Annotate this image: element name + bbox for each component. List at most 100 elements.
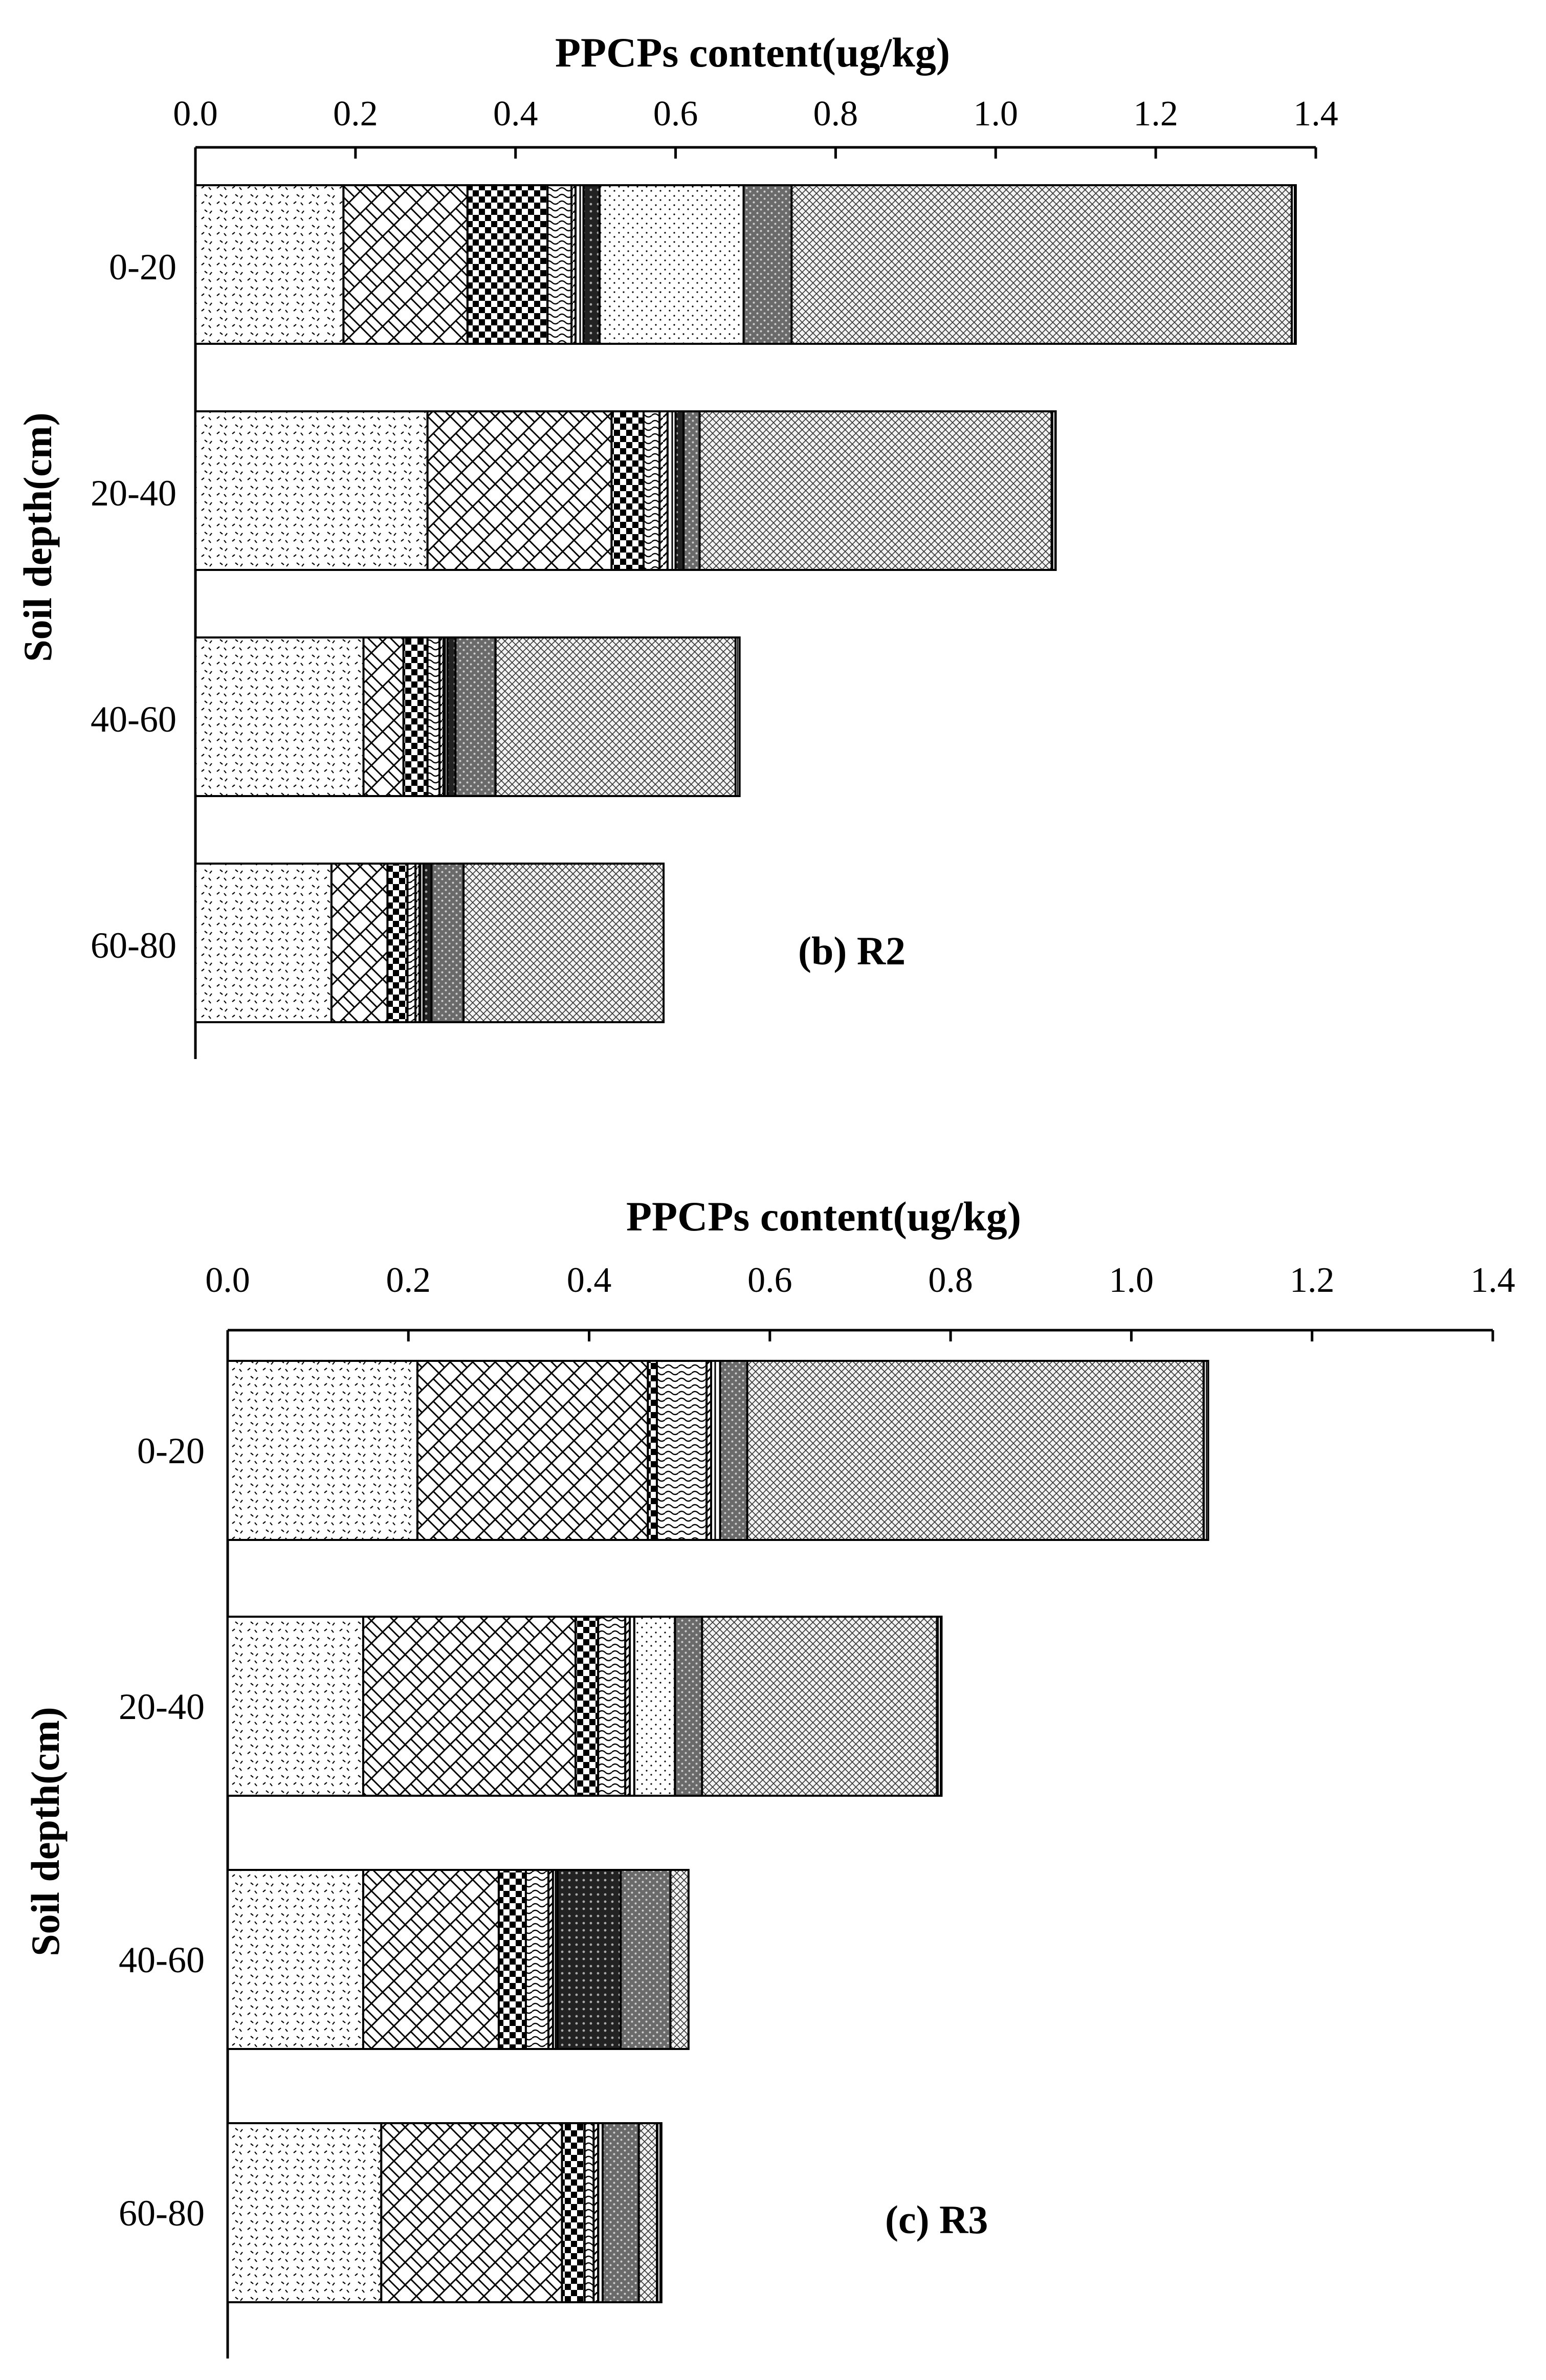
bar-segment [582, 184, 601, 345]
bar-segment [936, 1616, 943, 1797]
bar-segment [494, 636, 737, 797]
panel-label: (b) R2 [798, 929, 905, 973]
x-tick-label: 1.0 [974, 94, 1019, 134]
category-label: 40-60 [91, 699, 176, 740]
bar-segment [402, 636, 429, 797]
bar-segment [656, 1360, 708, 1541]
bar-segment [666, 410, 677, 571]
category-label: 0-20 [109, 247, 176, 288]
bar-0-20 [194, 184, 1297, 345]
bar-segment [227, 2122, 383, 2303]
bar-segment [497, 1869, 527, 2050]
bar-segment [637, 2122, 658, 2303]
bar-segment [561, 2122, 586, 2303]
bar-series [227, 1360, 1209, 2303]
bar-segment [227, 1869, 364, 2050]
bar-segment [620, 1869, 672, 2050]
bar-segment [416, 1360, 649, 1541]
bar-segment [194, 410, 429, 571]
x-tick-label: 1.0 [1109, 1261, 1154, 1300]
bar-segment [426, 410, 613, 571]
chart-panel-r2: PPCPs content(ug/kg) 0.0 0.2 0.4 0.6 0.8… [15, 29, 1338, 1059]
bar-segment [362, 1869, 500, 2050]
bar-20-40 [194, 410, 1057, 571]
x-tick-label: 0.2 [386, 1261, 431, 1300]
bar-segment [669, 1869, 690, 2050]
bar-segment [227, 1360, 418, 1541]
bar-segment [583, 2122, 595, 2303]
x-tick-label: 1.2 [1133, 94, 1178, 134]
bar-segment [1050, 410, 1057, 571]
bar-segment [658, 410, 669, 571]
bar-segment [524, 1869, 550, 2050]
bar-segment [598, 184, 745, 345]
bar-segment [362, 636, 405, 797]
bar-segment [227, 1616, 364, 1797]
bar-segment [701, 1616, 938, 1797]
bar-segment [698, 410, 1053, 571]
bar-segment [556, 1869, 622, 2050]
category-label: 20-40 [91, 473, 176, 514]
chart-panel-r3: PPCPs content(ug/kg) 0.0 0.2 0.4 0.6 0.8… [23, 1193, 1515, 2359]
x-tick-label: 1.4 [1293, 94, 1338, 134]
bar-segment [674, 1616, 703, 1797]
x-tick-label: 0.2 [333, 94, 378, 134]
category-labels: 0-20 20-40 40-60 60-80 [91, 247, 176, 966]
x-tick-labels: 0.0 0.2 0.4 0.6 0.8 1.0 1.2 1.4 [173, 94, 1338, 134]
bar-segment [633, 1616, 676, 1797]
category-label: 40-60 [119, 1940, 205, 1980]
x-tick-label: 1.2 [1290, 1261, 1335, 1300]
bar-segment [643, 410, 661, 571]
chart-title: PPCPs content(ug/kg) [555, 29, 950, 76]
bar-40-60 [194, 636, 741, 797]
category-label: 60-80 [119, 2193, 205, 2234]
panel-label: (c) R3 [885, 2197, 988, 2242]
x-tick-label: 1.4 [1470, 1261, 1515, 1300]
bar-segment [194, 863, 333, 1023]
bar-segment [734, 636, 741, 797]
category-label: 0-20 [137, 1430, 205, 1471]
x-tick-label: 0.6 [747, 1261, 792, 1300]
bar-segment [597, 1616, 627, 1797]
bar-60-80 [227, 2122, 662, 2303]
x-axis [194, 146, 1317, 159]
category-label: 60-80 [91, 925, 176, 966]
bar-segment [790, 184, 1293, 345]
x-axis [226, 1329, 1494, 1341]
bar-segment [430, 863, 465, 1023]
bar-segment [386, 863, 409, 1023]
bar-segment [710, 1360, 721, 1541]
x-tick-label: 0.0 [173, 94, 218, 134]
bar-segment [656, 2122, 662, 2303]
bar-segment [362, 1616, 577, 1797]
bar-segment [546, 184, 573, 345]
x-tick-label: 0.0 [205, 1261, 250, 1300]
bar-series [194, 184, 1297, 1023]
bar-segment [446, 636, 457, 797]
bar-segment [194, 184, 345, 345]
category-labels: 0-20 20-40 40-60 60-80 [119, 1430, 205, 2234]
y-axis-label: Soil depth(cm) [23, 1707, 68, 1956]
x-tick-label: 0.4 [493, 94, 538, 134]
bar-segment [647, 1360, 658, 1541]
x-tick-label: 0.4 [567, 1261, 612, 1300]
bar-segment [1291, 184, 1297, 345]
bar-segment [674, 410, 685, 571]
x-tick-label: 0.8 [813, 94, 858, 134]
bar-segment [575, 1616, 600, 1797]
bar-segment [719, 1360, 748, 1541]
category-label: 20-40 [119, 1686, 205, 1727]
bar-segment [1202, 1360, 1209, 1541]
bar-segment [575, 184, 585, 345]
bar-segment [194, 636, 365, 797]
bar-20-40 [227, 1616, 943, 1797]
bar-segment [342, 184, 469, 345]
bar-segment [426, 636, 441, 797]
bar-segment [330, 863, 389, 1023]
bar-segment [406, 863, 417, 1023]
x-tick-label: 0.8 [928, 1261, 973, 1300]
bar-40-60 [227, 1869, 690, 2050]
bar-segment [746, 1360, 1205, 1541]
bar-60-80 [194, 863, 665, 1023]
